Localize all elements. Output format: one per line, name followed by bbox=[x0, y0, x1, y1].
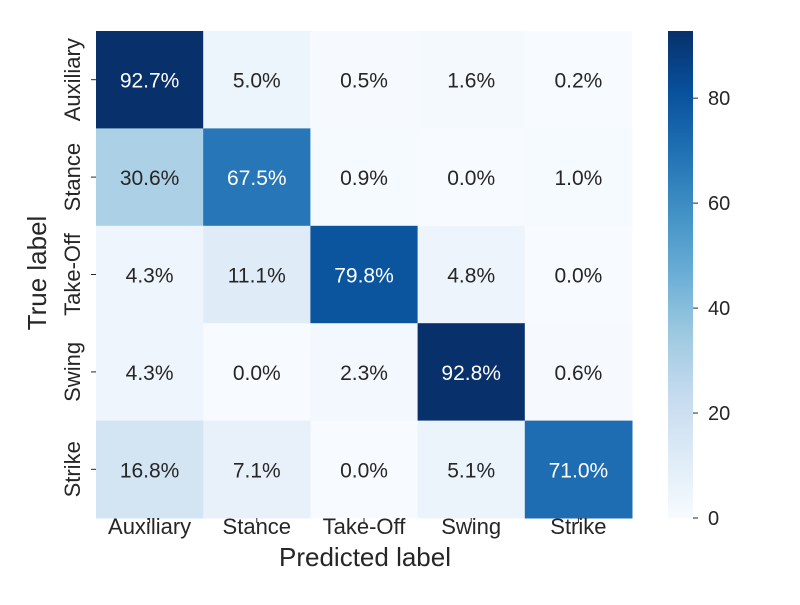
cell-value-0-1: 5.0% bbox=[233, 70, 281, 93]
heatmap-cell-0-4 bbox=[524, 31, 633, 129]
heatmap-cell-0-2 bbox=[310, 31, 419, 129]
cell-value-4-2: 0.0% bbox=[340, 459, 388, 482]
heatmap-cell-1-4 bbox=[524, 128, 633, 227]
colorbar-tick-label: 20 bbox=[708, 403, 730, 425]
cell-value-4-1: 7.1% bbox=[233, 459, 281, 482]
colorbar-tick-label: 0 bbox=[708, 508, 719, 530]
cell-value-0-4: 0.2% bbox=[554, 70, 602, 93]
cell-value-3-1: 0.0% bbox=[233, 362, 281, 385]
y-tick-label: Swing bbox=[60, 342, 85, 402]
heatmap-cell-2-0 bbox=[96, 225, 204, 324]
heatmap-cell-labels: 92.7% 5.0% 0.5% 1.6% 0.2% 30.6% 67.5% 0.9% 0.0% 1… bbox=[120, 70, 608, 483]
heatmap-cell-2-3 bbox=[417, 225, 526, 324]
cell-value-2-2: 79.8% bbox=[334, 265, 394, 288]
heatmap-cell-0-3 bbox=[417, 31, 526, 129]
cell-value-3-4: 0.6% bbox=[554, 362, 602, 385]
y-tick-label: Auxiliary bbox=[60, 38, 85, 121]
cell-value-1-1: 67.5% bbox=[227, 167, 287, 190]
heatmap-cell-1-3 bbox=[417, 128, 526, 227]
cell-value-4-4: 71.0% bbox=[549, 459, 609, 482]
cell-value-4-3: 5.1% bbox=[447, 459, 495, 482]
heatmap-cell-1-2 bbox=[310, 128, 419, 227]
colorbar bbox=[668, 31, 693, 518]
cell-value-1-0: 30.6% bbox=[120, 167, 180, 190]
cell-value-0-0: 92.7% bbox=[120, 70, 180, 93]
cell-value-2-4: 0.0% bbox=[554, 265, 602, 288]
colorbar-tick-label: 60 bbox=[708, 193, 730, 215]
cell-value-0-3: 1.6% bbox=[447, 70, 495, 93]
heatmap-cell-0-1 bbox=[203, 31, 311, 129]
heatmap-cell-2-1 bbox=[203, 225, 311, 324]
heatmap-cell-3-1 bbox=[203, 323, 311, 422]
cell-value-3-0: 4.3% bbox=[126, 362, 174, 385]
heatmap-cell-1-0 bbox=[96, 128, 204, 227]
cell-value-3-2: 2.3% bbox=[340, 362, 388, 385]
heatmap-cell-4-2 bbox=[310, 420, 419, 519]
x-tick-label: Swing bbox=[441, 514, 501, 539]
heatmap-cell-2-4 bbox=[524, 225, 633, 324]
cell-value-1-2: 0.9% bbox=[340, 167, 388, 190]
y-tick-labels: Auxiliary Stance Take-Off Swing Strike bbox=[60, 38, 96, 497]
y-tick-label: Stance bbox=[60, 143, 85, 212]
cell-value-1-3: 0.0% bbox=[447, 167, 495, 190]
heatmap-cell-4-3 bbox=[417, 420, 526, 519]
colorbar-tick-label: 80 bbox=[708, 88, 730, 110]
heatmap-cell-4-0 bbox=[96, 420, 204, 519]
cell-value-2-0: 4.3% bbox=[126, 265, 174, 288]
heatmap-cell-3-4 bbox=[524, 323, 633, 422]
y-tick-label: Strike bbox=[60, 441, 85, 497]
x-tick-label: Auxiliary bbox=[108, 514, 191, 539]
cell-value-2-3: 4.8% bbox=[447, 265, 495, 288]
cell-value-1-4: 1.0% bbox=[554, 167, 602, 190]
heatmap-cell-3-3 bbox=[417, 323, 526, 422]
heatmap-cells bbox=[96, 31, 633, 519]
heatmap-cell-0-0 bbox=[96, 31, 204, 129]
heatmap-cell-4-1 bbox=[203, 420, 311, 519]
heatmap-cell-2-2 bbox=[310, 225, 419, 324]
cell-value-0-2: 0.5% bbox=[340, 70, 388, 93]
x-tick-label: Take-Off bbox=[323, 514, 407, 539]
y-axis-title: True label bbox=[22, 216, 52, 331]
heatmap-cell-3-0 bbox=[96, 323, 204, 422]
x-axis-title: Predicted label bbox=[279, 542, 451, 572]
cell-value-3-3: 92.8% bbox=[441, 362, 501, 385]
cell-value-4-0: 16.8% bbox=[120, 459, 180, 482]
colorbar-ticks: 0 20 40 60 80 bbox=[693, 88, 730, 530]
y-tick-label: Take-Off bbox=[60, 232, 85, 316]
heatmap-cell-1-1 bbox=[203, 128, 311, 227]
x-tick-labels: Auxiliary Stance Take-Off Swing Strike bbox=[108, 514, 606, 539]
colorbar-tick-label: 40 bbox=[708, 298, 730, 320]
x-tick-label: Strike bbox=[550, 514, 606, 539]
heatmap-cell-4-4 bbox=[524, 420, 633, 519]
cell-value-2-1: 11.1% bbox=[228, 265, 286, 288]
heatmap-cell-3-2 bbox=[310, 323, 419, 422]
x-tick-label: Stance bbox=[223, 514, 292, 539]
